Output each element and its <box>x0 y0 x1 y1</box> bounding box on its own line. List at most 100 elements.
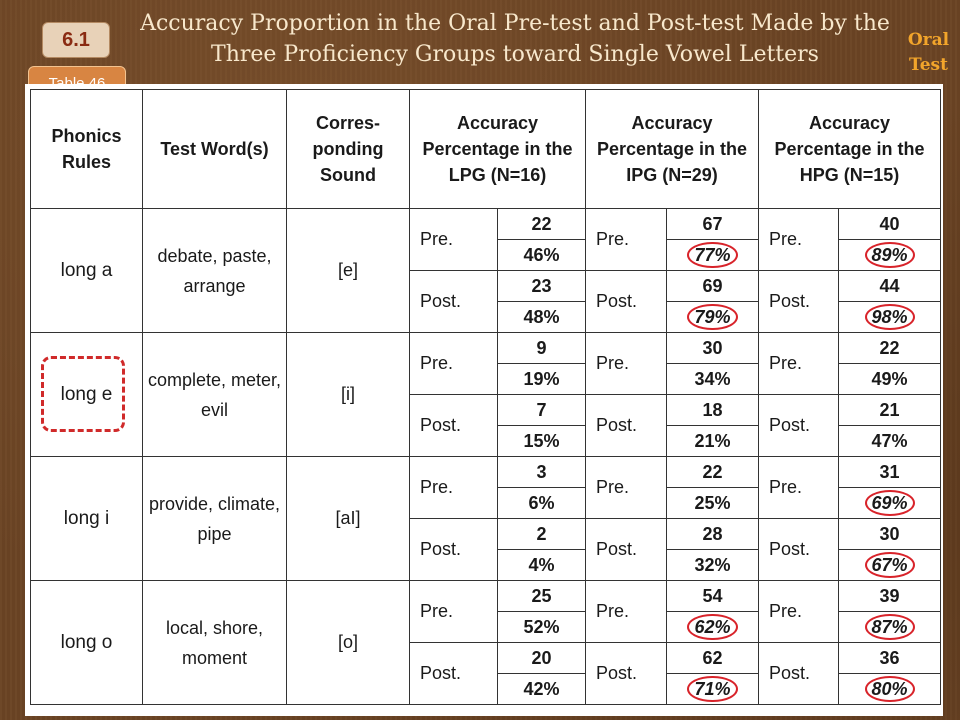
post-ipg-count: 28 <box>665 518 760 550</box>
pre-ipg-percent-cell: 77% <box>665 239 760 271</box>
pre-ipg-count: 67 <box>665 208 760 240</box>
post-ipg-count: 69 <box>665 270 760 302</box>
pre-ipg-label: Pre. <box>585 456 667 519</box>
pre-hpg-percent-cell: 69% <box>838 487 942 519</box>
pre-lpg-count: 9 <box>497 332 586 364</box>
post-ipg-percent-circled: 71% <box>687 676 738 702</box>
pre-hpg-percent-circled: 89% <box>864 242 915 268</box>
post-lpg-percent-cell: 48% <box>497 301 586 333</box>
table-row: Post. 20 Post. 62 Post. 36 <box>31 642 942 705</box>
pre-hpg-percent-cell: 87% <box>838 611 942 643</box>
post-ipg-count: 18 <box>665 394 760 426</box>
table-row: Post. 7 Post. 18 Post. 21 <box>31 394 942 457</box>
post-hpg-percent-cell: 47% <box>838 425 942 457</box>
pre-ipg-percent-cell: 25% <box>665 487 760 519</box>
post-lpg-percent-cell: 15% <box>497 425 586 457</box>
post-lpg-percent-cell: 42% <box>497 673 586 705</box>
post-lpg-count: 7 <box>497 394 586 426</box>
table-row: long a debate, paste, arrange [e] Pre. 22 Pre… <box>30 208 942 333</box>
table-row: 19% 34% 49% <box>31 363 942 395</box>
oral-test-tag: Oral Test <box>907 30 950 75</box>
post-ipg-percent-cell: 79% <box>665 301 760 333</box>
section-number-badge: 6.1 <box>42 22 110 58</box>
pre-hpg-label: Pre. <box>758 580 840 643</box>
pre-lpg-label: Pre. <box>409 208 498 271</box>
test-words-cell: complete, meter, evil <box>142 332 287 457</box>
post-lpg-percent-cell: 4% <box>497 549 586 581</box>
phonics-rule-cell: long o <box>30 580 143 705</box>
phonics-rule-cell: long a <box>30 208 143 333</box>
pre-lpg-percent-cell: 52% <box>497 611 586 643</box>
table-row: 6% 25% 69% <box>31 487 942 519</box>
pre-ipg-count: 22 <box>665 456 760 488</box>
pre-hpg-percent-cell: 49% <box>838 363 942 395</box>
pre-lpg-label: Pre. <box>409 580 498 643</box>
header-row: Phonics Rules Test Word(s) Corres-pondin… <box>30 89 942 209</box>
header-lpg: Accuracy Percentage in the LPG (N=16) <box>409 89 586 209</box>
sound-cell: [i] <box>286 332 410 457</box>
post-hpg-percent-circled: 80% <box>864 676 915 702</box>
post-hpg-count: 21 <box>838 394 942 426</box>
table-row: 42% 71% 80% <box>31 673 942 705</box>
post-hpg-count: 30 <box>838 518 942 550</box>
post-hpg-count: 44 <box>838 270 942 302</box>
test-words-cell: debate, paste, arrange <box>142 208 287 333</box>
post-ipg-percent-cell: 71% <box>665 673 760 705</box>
pre-ipg-label: Pre. <box>585 208 667 271</box>
table-row: long e complete, meter, evil [i] Pre. 9 Pre. 3… <box>30 332 942 457</box>
table-row: Post. 2 Post. 28 Post. 30 <box>31 518 942 581</box>
pre-hpg-count: 39 <box>838 580 942 612</box>
post-hpg-percent-circled: 67% <box>864 552 915 578</box>
sound-cell: [e] <box>286 208 410 333</box>
post-ipg-label: Post. <box>585 642 667 705</box>
post-lpg-count: 23 <box>497 270 586 302</box>
post-ipg-label: Post. <box>585 270 667 333</box>
pre-hpg-percent-circled: 69% <box>864 490 915 516</box>
post-hpg-label: Post. <box>758 270 840 333</box>
pre-ipg-percent-circled: 77% <box>687 242 738 268</box>
header-hpg: Accuracy Percentage in the HPG (N=15) <box>758 89 942 209</box>
pre-lpg-label: Pre. <box>409 332 498 395</box>
table-row: 15% 21% 47% <box>31 425 942 457</box>
post-ipg-percent-cell: 21% <box>665 425 760 457</box>
post-ipg-count: 62 <box>665 642 760 674</box>
table-row: long o local, shore, moment [o] Pre. 25 Pre. 5… <box>30 580 942 705</box>
post-hpg-label: Post. <box>758 394 840 457</box>
accuracy-table: Phonics Rules Test Word(s) Corres-pondin… <box>30 89 942 705</box>
post-hpg-percent-cell: 98% <box>838 301 942 333</box>
post-hpg-label: Post. <box>758 518 840 581</box>
pre-hpg-label: Pre. <box>758 332 840 395</box>
table-row: Post. 23 Post. 69 Post. 44 <box>31 270 942 333</box>
long-e-highlight-box <box>41 356 125 432</box>
table-row: long i provide, climate, pipe [aI] Pre. 3 Pre… <box>30 456 942 581</box>
pre-lpg-count: 22 <box>497 208 586 240</box>
pre-hpg-percent-circled: 87% <box>864 614 915 640</box>
header-ipg: Accuracy Percentage in the IPG (N=29) <box>584 89 760 209</box>
pre-ipg-count: 30 <box>665 332 760 364</box>
pre-lpg-label: Pre. <box>409 456 498 519</box>
sound-cell: [o] <box>286 580 410 705</box>
pre-lpg-count: 25 <box>497 580 586 612</box>
post-lpg-label: Post. <box>409 394 498 457</box>
pre-ipg-percent-circled: 62% <box>687 614 738 640</box>
pre-ipg-label: Pre. <box>585 332 667 395</box>
pre-hpg-count: 40 <box>838 208 942 240</box>
pre-ipg-label: Pre. <box>585 580 667 643</box>
slide-title: Accuracy Proportion in the Oral Pre-test… <box>140 11 890 67</box>
post-lpg-label: Post. <box>409 518 498 581</box>
table-row: 52% 62% 87% <box>31 611 942 643</box>
pre-hpg-label: Pre. <box>758 456 840 519</box>
phonics-rule-cell: long i <box>30 456 143 581</box>
header-phonics-rules: Phonics Rules <box>30 89 143 209</box>
pre-ipg-percent-cell: 34% <box>665 363 760 395</box>
post-hpg-percent-cell: 67% <box>838 549 942 581</box>
post-hpg-percent-circled: 98% <box>864 304 915 330</box>
pre-ipg-count: 54 <box>665 580 760 612</box>
table-row: 4% 32% 67% <box>31 549 942 581</box>
pre-lpg-percent-cell: 6% <box>497 487 586 519</box>
test-words-cell: provide, climate, pipe <box>142 456 287 581</box>
table-row: 46% 77% 89% <box>31 239 942 271</box>
pre-lpg-percent-cell: 46% <box>497 239 586 271</box>
pre-hpg-percent-cell: 89% <box>838 239 942 271</box>
post-lpg-count: 2 <box>497 518 586 550</box>
